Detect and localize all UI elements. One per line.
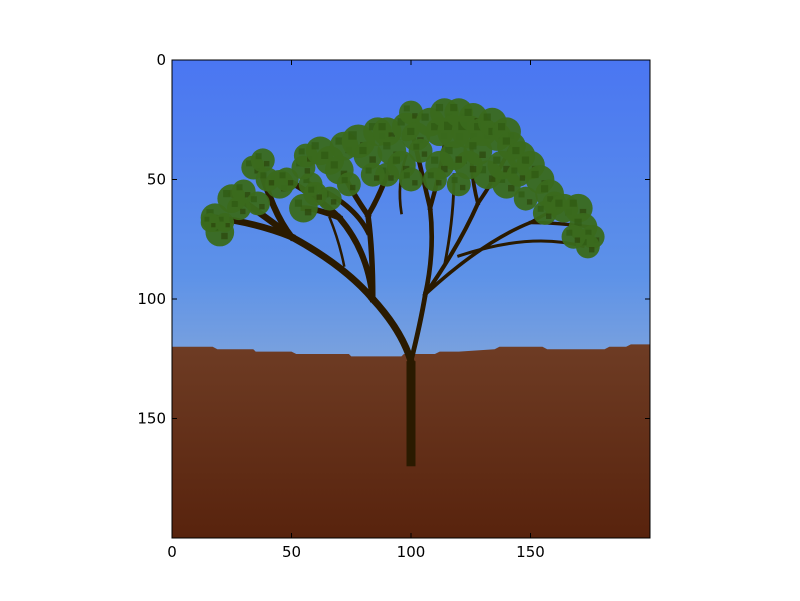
leaf-cluster [215, 212, 235, 233]
x-tick-label: 0 [167, 543, 177, 561]
leaf-cluster [399, 167, 423, 192]
leaf-cluster [226, 196, 251, 221]
y-tick-label: 100 [137, 290, 166, 308]
leaf-cluster [360, 162, 385, 187]
tree-branch [328, 216, 346, 268]
leaf-cluster [336, 172, 361, 197]
leaf-cluster [513, 186, 538, 211]
leaf-cluster [200, 212, 220, 233]
leaf-cluster [532, 201, 557, 225]
tree-branch [364, 212, 376, 302]
leaf-cluster [303, 181, 328, 206]
tree-branch [408, 291, 429, 365]
tree-branch [422, 200, 481, 298]
leaf-cluster [353, 141, 383, 170]
axis-ticks: 0 50 100 150 0 50 100 150 [137, 51, 650, 561]
leaf-cluster [446, 172, 471, 197]
tree-branch [286, 232, 378, 304]
x-tick-label: 150 [516, 543, 545, 561]
tree-branch [367, 294, 416, 366]
y-tick-label: 50 [147, 171, 166, 189]
leaf-cluster [246, 191, 270, 216]
leaf-cluster [408, 138, 433, 163]
tree-trunk [406, 361, 416, 467]
leaf-cluster [422, 167, 447, 192]
leaf-cluster [506, 162, 531, 187]
x-tick-label: 100 [397, 543, 426, 561]
leaf-cluster [463, 136, 493, 166]
y-tick-label: 150 [137, 410, 166, 428]
x-tick-label: 50 [282, 543, 301, 561]
y-tick-label: 0 [156, 51, 166, 69]
tree-branch [422, 205, 435, 297]
leaf-cluster [274, 167, 299, 192]
leaf-cluster [561, 224, 586, 249]
image-content [172, 60, 650, 538]
leaf-cluster [255, 167, 280, 192]
leaf-cluster [250, 148, 275, 173]
